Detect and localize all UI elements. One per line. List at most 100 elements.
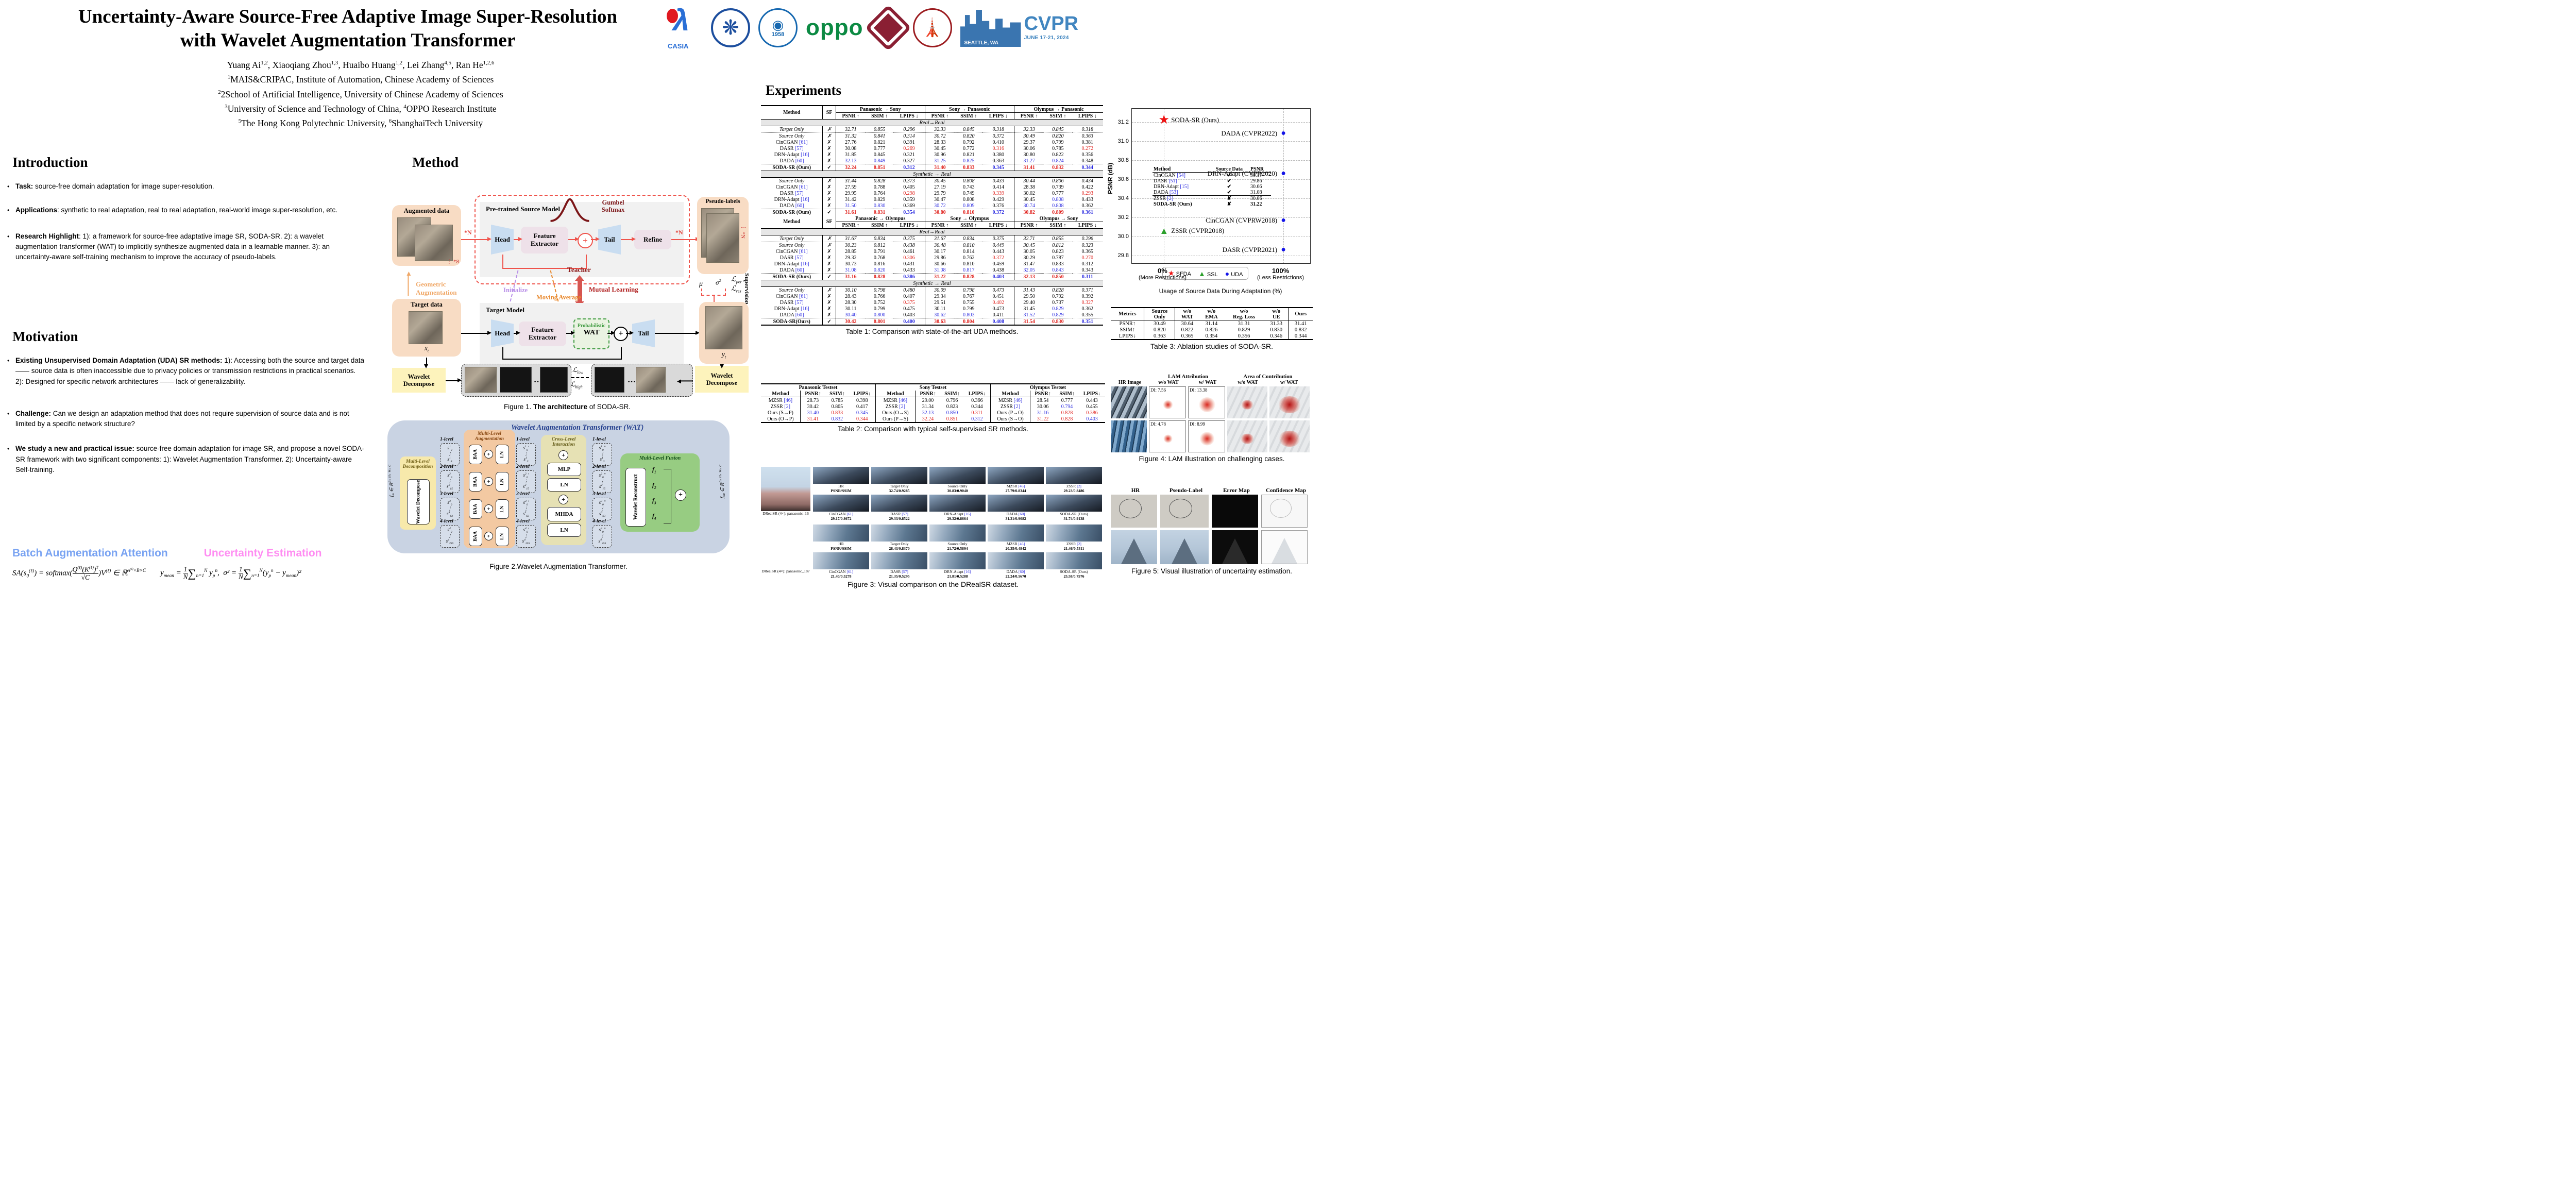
- fig3-tile-label: Target Only 28.43/0.8370: [889, 541, 910, 551]
- target-data-panel: Target data xt: [392, 299, 461, 357]
- arrow-tail2-to-output: [655, 330, 700, 336]
- casia-logo-glyph: λ: [673, 4, 690, 37]
- wavelet-band-photo2: [636, 367, 666, 393]
- level-label-out: 4-level: [592, 519, 606, 524]
- f2-label: f2: [652, 482, 656, 490]
- loss-high-label: ℒhigh: [570, 380, 583, 390]
- motivation-bullet-challenge: • Challenge: Can we design an adaptation …: [7, 409, 365, 430]
- logo-row: λ CASIA ❋ ◉ 1958 oppo 🗼 SEATTLE, WA CVPR…: [665, 2, 1315, 54]
- fig3-tile-image: [929, 552, 986, 569]
- ustc-logo-emblem: ◉: [772, 17, 784, 32]
- fig3-source-image: [761, 525, 810, 569]
- table-header-row: Method SF Panasonic → Olympus Sony → Olympu…: [761, 215, 1103, 229]
- fig4-sub3: w/o WAT: [1238, 380, 1258, 385]
- table1-caption: Table 1: Comparison with state-of-the-ar…: [845, 328, 1019, 335]
- pseudo-mult-n: *N: [675, 229, 683, 236]
- figure4-caption: Figure 4: LAM illustration on challengin…: [1139, 455, 1285, 463]
- baa-add-node: +: [484, 477, 493, 486]
- loss-res-label: ℒres: [731, 284, 741, 294]
- arrow-xt-to-wavelet: [423, 358, 429, 368]
- pseudo-labels-panel: Pseudo-labels ⋮ *N: [697, 197, 749, 274]
- scatter-point: ★: [1158, 113, 1170, 127]
- fig3-tile-label: HR PSNR/SSIM: [831, 541, 852, 551]
- table-row: DRN-Adapt [16] ✗ 30.73 0.816 0.431 30.66 0.810…: [774, 261, 1094, 267]
- arrow-add2-to-tail2: [626, 330, 634, 336]
- table-row: DRN-Adapt [16] ✗ 31.42 0.829 0.359 30.47 0.808…: [774, 196, 1094, 202]
- fig3-tile-image: [813, 524, 869, 542]
- ue-formula: ymean = 1 N ∑n=1N ypn, σ² = 1 N ∑n=1N(ypn − …: [160, 565, 301, 581]
- cas-logo-emblem: ❋: [722, 16, 739, 39]
- baa-add-node: +: [484, 532, 493, 540]
- bullet-icon: •: [7, 445, 10, 453]
- fig5-col-confidence: Confidence Map: [1266, 487, 1306, 494]
- figure5-caption: Figure 5: Visual illustration of uncerta…: [1131, 567, 1292, 575]
- intro-bullet-applications: • Applications: synthetic to real adaptat…: [7, 205, 365, 215]
- f1-label: f1: [652, 467, 656, 475]
- scatter-point: ●: [1281, 168, 1286, 178]
- level-label-out: 3-level: [592, 492, 606, 497]
- table-row: DASR [57] ✗ 29.95 0.764 0.298 29.79 0.749 0.339…: [779, 190, 1094, 196]
- fig4-sub1: w/o WAT: [1158, 380, 1179, 385]
- target-add-node: +: [614, 327, 628, 341]
- moving-average-label: Moving Average: [536, 294, 581, 301]
- table-row: Target Only ✗ 32.71 0.855 0.296 32.33 0.845 0.3…: [779, 126, 1094, 133]
- shanghaitech-logo-emblem: 🗼: [921, 18, 943, 38]
- table-row: DADA [60] ✗ 30.40 0.800 0.403 30.62 0.803 0.411…: [779, 312, 1094, 318]
- fig3-tile-image: [988, 494, 1044, 512]
- table-row: Target Only ✗ 31.67 0.834 0.375 31.67 0.834 0.3…: [779, 235, 1094, 242]
- fig3-tile: HR PSNR/SSIM: [813, 467, 869, 494]
- table-row: DASR [57] ✗ 29.32 0.768 0.306 29.86 0.762 0.372…: [779, 255, 1094, 261]
- table-section-row: Synthetic → Real: [761, 171, 1103, 178]
- geometric-augmentation-arrow: [408, 275, 409, 296]
- gridline: [1132, 160, 1310, 161]
- scatter-point-label: ZSSR (CVPR2018): [1171, 227, 1225, 235]
- arrow-aug-to-head: [461, 236, 492, 242]
- fig3-tile: DADA [60] 22.24/0.5670: [988, 552, 1044, 579]
- y-tick-label: 30.0: [1117, 233, 1129, 240]
- affiliation-1: 1MAIS&CRIPAC, Institute of Automation, C…: [227, 74, 494, 85]
- fig3-tile-image: [988, 552, 1044, 569]
- legend-marker: ★: [1168, 269, 1175, 277]
- gumbel-softmax-label: Gumbel Softmax: [601, 199, 625, 214]
- fig3-tile: Target Only 28.43/0.8370: [871, 524, 927, 551]
- table-header-row: Metrics Source Only w/o WAT w/o EMA w/o Reg. Los…: [1111, 308, 1313, 320]
- fig3-tile: ZSSR [2] 21.46/0.5311: [1046, 524, 1102, 551]
- inset-row: DASR [51] ✔ 29.86: [1154, 178, 1262, 184]
- fig4-aoc-wo-1: [1227, 386, 1267, 418]
- scatter-point-label: SODA-SR (Ours): [1171, 116, 1219, 124]
- table3-container: Metrics Source Only w/o WAT w/o EMA w/o Reg. Los…: [1111, 307, 1313, 350]
- fig3-tile: Target Only 32.74/0.9285: [871, 467, 927, 494]
- authors-line: Yuang Ai1,2, Xiaoqiang Zhou1,3, Huaibo H…: [227, 60, 495, 70]
- wavelet-decompose-box: Wavelet Decompose: [407, 479, 430, 525]
- fig3-tile-image: [813, 552, 869, 569]
- table-row: MZSR [46] 28.73 0.785 0.398 MZSR [46] 29.00 0.…: [768, 397, 1098, 403]
- probabilistic-wat-block: Probabilistic WAT: [573, 318, 609, 349]
- legend-item: ▲ SSL: [1198, 269, 1218, 278]
- fig3-tile-image: [929, 524, 986, 542]
- motivation-bullet-issue: • We study a new and practical issue: sou…: [7, 444, 365, 475]
- uda-comparison-table: Method SF Panasonic → Sony Sony → Panasonic…: [761, 105, 1103, 326]
- legend-marker: ●: [1225, 269, 1230, 278]
- table2-container: Panasonic Testset Sony Testset Olympus Tes…: [761, 383, 1105, 433]
- wavelet-decompose-right: Wavelet Decompose: [695, 366, 749, 393]
- source-model-label: Pre-trained Source Model: [486, 205, 560, 213]
- fig3-tile: MZSR [46] 20.35/0.4842: [988, 524, 1044, 551]
- fig3-tile-image: [1046, 494, 1102, 512]
- fig4-group2-header: Area of Contribution: [1243, 374, 1293, 380]
- cvpr-logo-date: JUNE 17-21, 2024: [1024, 35, 1069, 41]
- figure5-uncertainty: HR Pseudo-Label Error Map Confidence Map…: [1111, 487, 1313, 575]
- arrow-refine-to-pseudo: [671, 236, 700, 242]
- target-image: [409, 311, 443, 344]
- fig3-tile-label: ZSSR [2] 29.23/0.8486: [1063, 484, 1084, 494]
- mutual-learning-label: Mutual Learning: [589, 285, 638, 293]
- wavelet-subband-box: s40 ⋮ s4255: [440, 525, 460, 548]
- legend-item: ● UDA: [1225, 269, 1243, 278]
- fig3-tile-image: [871, 552, 927, 569]
- figure2-wat: Wavelet Augmentation Transformer (WAT) f…: [387, 420, 730, 559]
- fig3-tile-label: MZSR [46] 20.35/0.4842: [1005, 541, 1026, 551]
- arrow-fe2-to-wat: [566, 330, 575, 336]
- baa-box: BAA: [469, 499, 482, 519]
- fig3-tile: DASR [57] 29.33/0.8522: [871, 494, 927, 521]
- yt-label: yt: [721, 350, 726, 360]
- fig3-tile-row: CinCGAN [61] 21.40/0.5278 DASR [57] 21.35/0…: [813, 552, 1105, 579]
